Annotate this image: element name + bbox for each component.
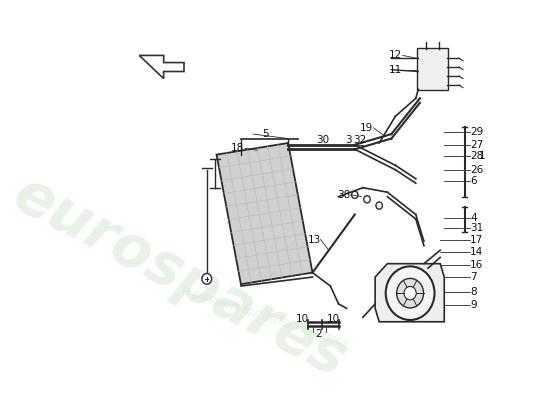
Text: eurospares: eurospares (4, 165, 356, 389)
Text: 8: 8 (470, 287, 477, 297)
Text: 38: 38 (337, 190, 350, 200)
Text: 17: 17 (470, 234, 483, 244)
Text: 5: 5 (262, 129, 268, 139)
Circle shape (364, 196, 370, 203)
Text: 7: 7 (470, 272, 477, 282)
Text: 28: 28 (470, 152, 483, 162)
Text: 11: 11 (389, 65, 402, 75)
Text: 9: 9 (470, 300, 477, 310)
Text: 16: 16 (470, 260, 483, 270)
Text: 10: 10 (327, 314, 340, 324)
Text: 12: 12 (389, 50, 402, 60)
Text: 26: 26 (470, 165, 483, 175)
Circle shape (386, 266, 434, 320)
Text: 6: 6 (470, 176, 477, 186)
Text: 18: 18 (231, 143, 244, 153)
Text: 10: 10 (296, 314, 309, 324)
FancyBboxPatch shape (417, 48, 448, 90)
Polygon shape (375, 264, 444, 322)
Text: 14: 14 (470, 247, 483, 257)
Text: 31: 31 (470, 223, 483, 233)
Text: 19: 19 (360, 123, 373, 133)
Circle shape (404, 286, 416, 300)
Text: 1: 1 (478, 152, 485, 162)
Circle shape (202, 274, 212, 284)
Text: 13: 13 (307, 234, 321, 244)
Text: 29: 29 (470, 127, 483, 137)
Polygon shape (217, 143, 312, 284)
Text: 27: 27 (470, 140, 483, 150)
Circle shape (376, 202, 382, 209)
Circle shape (351, 191, 358, 198)
Text: a passion for italian classics: a passion for italian classics (180, 284, 350, 350)
Circle shape (397, 278, 424, 308)
Text: 30: 30 (316, 135, 329, 145)
Text: 32: 32 (353, 135, 366, 145)
Text: 3: 3 (345, 135, 351, 145)
Text: 2: 2 (315, 329, 322, 339)
Text: 4: 4 (470, 213, 477, 223)
